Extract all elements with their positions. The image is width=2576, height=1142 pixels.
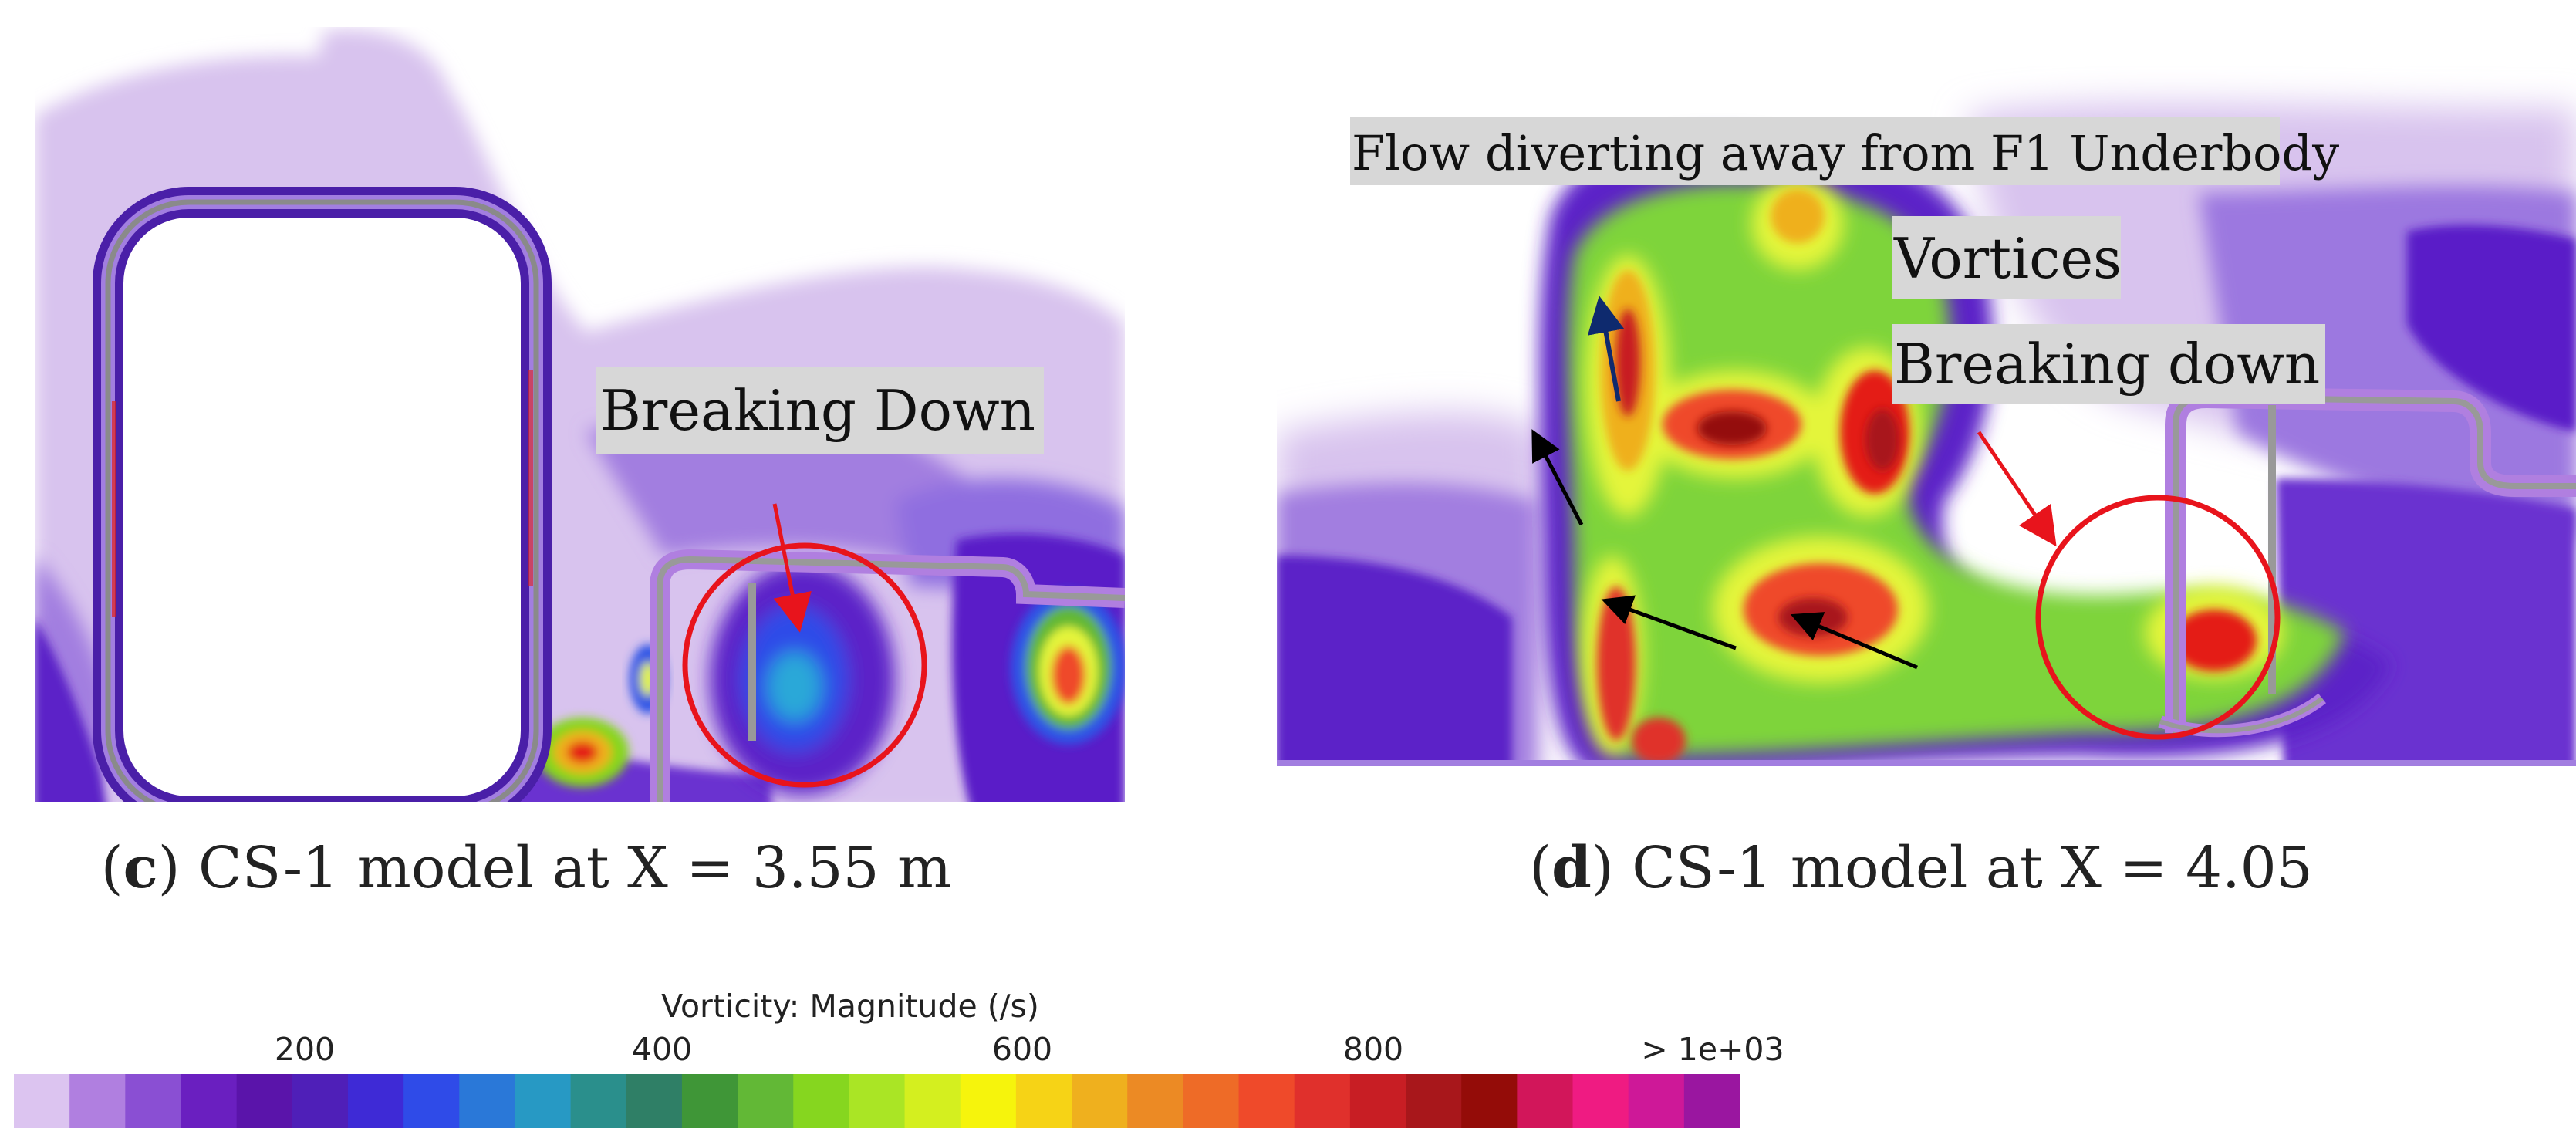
panel-d: Flow diverting away from F1 Underbody Vo… [1277, 66, 2576, 901]
panel-d-label-breaking-bg [1892, 324, 2325, 404]
colorbar-swatch [960, 1074, 1017, 1128]
colorbar: Vorticity: Magnitude (/s) 200 400 600 800 > … [14, 988, 1784, 1128]
colorbar-tick-label: > 1e+03 [1641, 1031, 1784, 1068]
colorbar-tick-label: 800 [1343, 1031, 1403, 1068]
colorbar-swatch [515, 1074, 572, 1128]
panel-d-red-arrow [1977, 431, 2057, 547]
panel-d-navy-arrow [1587, 296, 1625, 402]
colorbar-swatch [1349, 1074, 1406, 1128]
panel-c-caption-text: CS-1 model at X = 3.55 m [198, 835, 951, 901]
colorbar-swatch [181, 1074, 238, 1128]
colorbar-swatch [1461, 1074, 1518, 1128]
colorbar-swatch [236, 1074, 293, 1128]
panel-d-black-arrow-2 [1601, 595, 1737, 650]
colorbar-swatch [1127, 1074, 1183, 1128]
colorbar-tick-label: 400 [632, 1031, 692, 1068]
colorbar-tick-label: 200 [275, 1031, 335, 1068]
colorbar-swatch [904, 1074, 961, 1128]
panel-d-label-flow: Flow diverting away from F1 Underbody [1352, 125, 2339, 181]
panel-c-highlight-circle [682, 542, 927, 788]
panel-c-caption-letter: c [123, 835, 158, 901]
panel-d-black-arrow-1 [1531, 429, 1584, 526]
colorbar-swatch [1015, 1074, 1072, 1128]
colorbar-swatch [459, 1074, 516, 1128]
panel-d-highlight-circle [2035, 495, 2281, 740]
colorbar-swatch [793, 1074, 850, 1128]
panel-c-red-arrow [772, 503, 812, 633]
colorbar-swatches [14, 1074, 1740, 1128]
colorbar-swatch [1628, 1074, 1685, 1128]
colorbar-swatch [1406, 1074, 1462, 1128]
colorbar-swatch [681, 1074, 738, 1128]
panel-d-label-vortices: Vortices [1893, 226, 2122, 291]
panel-d-caption-text: CS-1 model at X = 4.05 [1632, 835, 2313, 901]
panel-c-caption: (c) CS-1 model at X = 3.55 m [101, 835, 952, 901]
colorbar-swatch [1294, 1074, 1351, 1128]
colorbar-swatch [347, 1074, 404, 1128]
panel-d-label-vortices-bg [1892, 216, 2121, 299]
colorbar-swatch [626, 1074, 683, 1128]
panel-d-caption: (d) CS-1 model at X = 4.05 [1529, 835, 2313, 901]
panel-c-label-bg [596, 367, 1044, 454]
panel-d-caption-letter: d [1551, 835, 1592, 901]
colorbar-title: Vorticity: Magnitude (/s) [661, 988, 1039, 1025]
panel-d-label-breaking-down: Breaking down [1894, 332, 2320, 397]
colorbar-swatch [1572, 1074, 1629, 1128]
colorbar-swatch [1183, 1074, 1240, 1128]
colorbar-swatch [1683, 1074, 1740, 1128]
colorbar-swatch [849, 1074, 906, 1128]
colorbar-swatch [69, 1074, 126, 1128]
colorbar-swatch [1517, 1074, 1574, 1128]
colorbar-swatch [570, 1074, 627, 1128]
panel-c-contour [35, 27, 1125, 816]
panel-d-label-flow-bg [1350, 117, 2280, 185]
colorbar-swatch [1072, 1074, 1128, 1128]
colorbar-swatch [125, 1074, 182, 1128]
colorbar-swatch [292, 1074, 349, 1128]
colorbar-tick-label: 600 [992, 1031, 1052, 1068]
colorbar-swatch [1238, 1074, 1295, 1128]
colorbar-swatch [14, 1074, 70, 1128]
panel-d-black-arrow-3 [1790, 612, 1918, 670]
panel-c-label-breaking-down: Breaking Down [600, 378, 1035, 443]
colorbar-swatch [738, 1074, 794, 1128]
colorbar-tick-labels: 200 400 600 800 > 1e+03 [275, 1031, 1784, 1068]
panel-c: Breaking Down (c) CS-1 model at X = 3.55… [35, 27, 1125, 901]
colorbar-swatch [403, 1074, 460, 1128]
